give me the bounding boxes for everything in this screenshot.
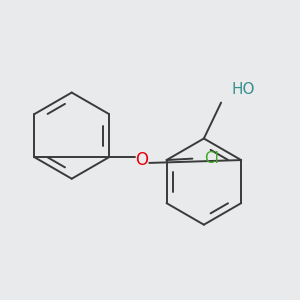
Text: O: O: [136, 151, 148, 169]
Text: HO: HO: [231, 82, 255, 97]
Text: Cl: Cl: [204, 151, 219, 166]
